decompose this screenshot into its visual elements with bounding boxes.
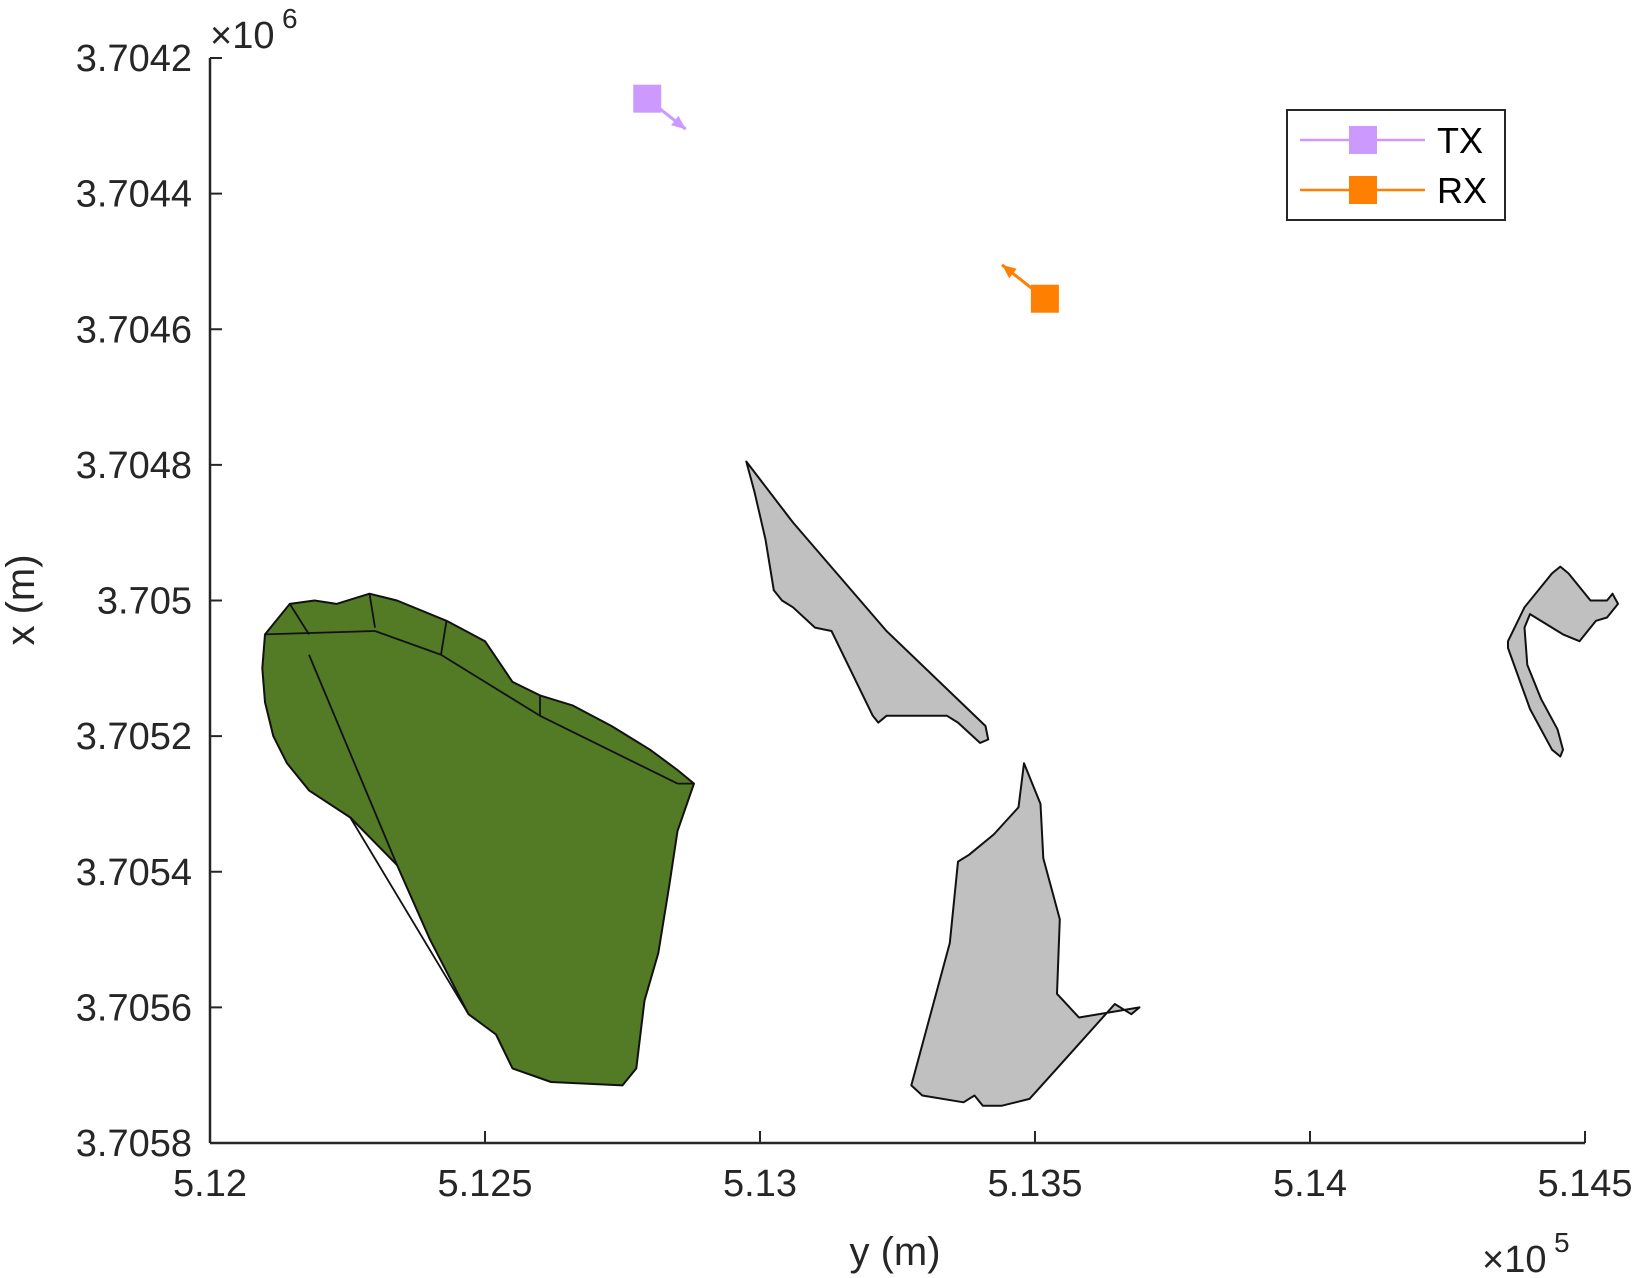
y-tick-label: 3.7042 bbox=[76, 38, 192, 80]
y-exponent-power: 6 bbox=[282, 3, 298, 34]
x-tick-label: 5.12 bbox=[173, 1163, 247, 1205]
x-tick-label: 5.14 bbox=[1273, 1163, 1347, 1205]
x-tick-label: 5.135 bbox=[987, 1163, 1082, 1205]
gray-region-east bbox=[1507, 565, 1619, 758]
gray-region-north bbox=[745, 460, 990, 744]
legend: TX RX bbox=[1286, 109, 1506, 221]
x-exponent-power: 5 bbox=[1554, 1227, 1570, 1258]
legend-box bbox=[1286, 109, 1506, 221]
green-area-edge-0 bbox=[288, 603, 310, 635]
legend-tx-label: TX bbox=[1437, 120, 1483, 161]
y-tick-label: 3.7054 bbox=[76, 852, 192, 894]
legend-rx-marker bbox=[1349, 176, 1377, 204]
green-area-edge-9 bbox=[308, 654, 398, 866]
tx-marker bbox=[633, 84, 662, 113]
x-tick-label: 5.13 bbox=[723, 1163, 797, 1205]
x-axis-label: y (m) bbox=[849, 1230, 940, 1274]
green-area-edge-1 bbox=[368, 593, 376, 628]
y-exponent-label: ×10 bbox=[210, 15, 274, 57]
polygon-layer bbox=[261, 460, 1619, 1107]
y-tick-label: 3.7058 bbox=[76, 1123, 192, 1165]
legend-tx-marker bbox=[1349, 126, 1377, 154]
rx-arrowhead bbox=[1002, 264, 1017, 279]
y-tick-label: 3.705 bbox=[97, 581, 192, 623]
marker-layer bbox=[633, 84, 1059, 313]
x-exponent-label: ×10 bbox=[1482, 1239, 1546, 1278]
green-area-edge-2 bbox=[440, 620, 448, 655]
gray-region-south bbox=[910, 762, 1141, 1107]
legend-rx-label: RX bbox=[1437, 170, 1487, 211]
y-tick-label: 3.7044 bbox=[76, 174, 192, 216]
green-area-edge-4 bbox=[374, 630, 442, 656]
green-area-edge-5 bbox=[440, 653, 541, 717]
green-area-edge-7 bbox=[539, 714, 678, 785]
y-tick-label: 3.7056 bbox=[76, 987, 192, 1029]
green-area-edge-3 bbox=[264, 630, 376, 636]
green-area-outline-layer bbox=[264, 593, 694, 1015]
green-area bbox=[261, 592, 695, 1087]
y-tick-label: 3.7052 bbox=[76, 716, 192, 758]
x-tick-label: 5.125 bbox=[437, 1163, 532, 1205]
y-tick-label: 3.7046 bbox=[76, 309, 192, 351]
y-tick-label: 3.7048 bbox=[76, 445, 192, 487]
x-ticks: 5.12 5.125 5.13 5.135 5.14 5.145 bbox=[173, 1131, 1633, 1205]
x-tick-label: 5.145 bbox=[1537, 1163, 1632, 1205]
y-axis-label: x (m) bbox=[0, 554, 43, 645]
tx-arrowhead bbox=[671, 115, 686, 130]
rx-marker bbox=[1030, 284, 1059, 313]
y-ticks: 3.7042 3.7044 3.7046 3.7048 3.705 3.7052 3.705… bbox=[76, 38, 222, 1165]
green-area-edge-10 bbox=[349, 817, 470, 1015]
